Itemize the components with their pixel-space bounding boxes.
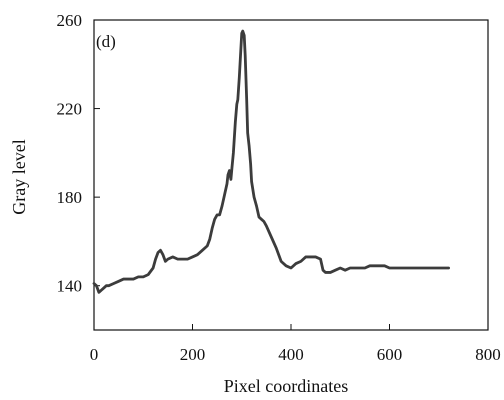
series-layer (92, 29, 451, 294)
x-tick-label: 0 (90, 345, 99, 364)
y-axis-title: Gray level (9, 139, 29, 214)
x-tick-label: 400 (278, 345, 304, 364)
x-tick-label: 800 (475, 345, 501, 364)
y-tick-label: 260 (57, 11, 83, 30)
y-tick-label: 140 (57, 277, 83, 296)
axes-layer (93, 19, 489, 331)
panel-label: (d) (96, 32, 116, 51)
ticks-layer: 0 200 400 600 800 140 180 220 260 (57, 11, 501, 364)
x-tick-label: 600 (377, 345, 403, 364)
series-line-0 (92, 29, 451, 294)
x-tick-label: 200 (180, 345, 206, 364)
plot-frame (93, 19, 489, 331)
x-axis-title: Pixel coordinates (224, 376, 348, 396)
y-tick-label: 220 (57, 100, 83, 119)
y-tick-label: 180 (57, 188, 83, 207)
